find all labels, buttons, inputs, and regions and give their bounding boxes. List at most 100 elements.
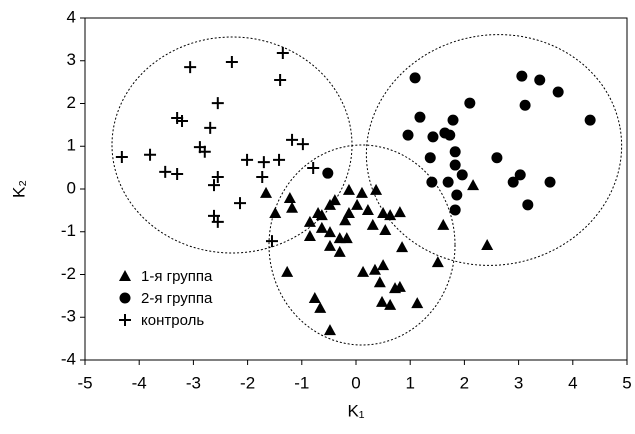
point bbox=[361, 203, 374, 215]
point bbox=[234, 197, 247, 210]
point bbox=[296, 138, 309, 151]
point bbox=[241, 153, 254, 166]
x-tick-label: -5 bbox=[77, 373, 92, 392]
point bbox=[307, 162, 320, 175]
point bbox=[308, 292, 321, 304]
cluster-ellipse bbox=[111, 36, 353, 254]
point bbox=[507, 176, 519, 188]
point bbox=[171, 168, 184, 181]
legend-label: контроль bbox=[141, 312, 204, 329]
point bbox=[286, 133, 299, 146]
cluster-ellipse bbox=[268, 144, 456, 346]
point bbox=[442, 176, 454, 188]
point bbox=[323, 226, 336, 238]
point bbox=[426, 176, 438, 188]
point bbox=[159, 165, 172, 178]
legend-label: 2-я группа bbox=[141, 290, 213, 307]
point bbox=[339, 214, 352, 226]
legend-label: 1-я группа bbox=[141, 268, 213, 285]
x-tick-label: 5 bbox=[622, 373, 631, 392]
point bbox=[491, 152, 503, 164]
point bbox=[315, 209, 328, 221]
point bbox=[396, 241, 409, 253]
point bbox=[467, 179, 480, 191]
point bbox=[449, 146, 461, 158]
legend-marker bbox=[119, 270, 131, 281]
point bbox=[584, 114, 596, 126]
y-tick-label: 4 bbox=[67, 7, 76, 26]
point bbox=[379, 224, 392, 236]
point bbox=[377, 206, 390, 218]
point bbox=[368, 263, 381, 275]
y-axis-label: K₂ bbox=[9, 180, 28, 198]
point bbox=[286, 201, 299, 213]
x-tick-label: -3 bbox=[186, 373, 201, 392]
point bbox=[411, 297, 424, 309]
point bbox=[424, 152, 436, 164]
point bbox=[274, 73, 287, 86]
cluster-ellipse bbox=[365, 34, 623, 266]
point bbox=[303, 230, 316, 242]
point bbox=[376, 295, 389, 307]
point bbox=[370, 183, 383, 195]
legend-marker bbox=[119, 314, 131, 326]
point bbox=[384, 298, 397, 310]
point bbox=[427, 131, 439, 143]
point bbox=[519, 99, 531, 111]
x-tick-label: 3 bbox=[514, 373, 523, 392]
x-axis-label: K₁ bbox=[347, 401, 364, 420]
point bbox=[522, 199, 534, 211]
point bbox=[373, 276, 386, 288]
point bbox=[437, 218, 450, 230]
point bbox=[342, 183, 355, 195]
point bbox=[393, 280, 406, 292]
point bbox=[198, 145, 211, 158]
point bbox=[281, 265, 294, 277]
x-tick-label: 0 bbox=[351, 373, 360, 392]
point bbox=[377, 259, 390, 271]
point bbox=[414, 111, 426, 123]
point bbox=[534, 74, 546, 86]
point bbox=[273, 153, 286, 166]
point bbox=[357, 265, 370, 277]
point bbox=[447, 114, 459, 126]
point bbox=[323, 239, 336, 251]
point bbox=[333, 245, 346, 257]
point bbox=[204, 121, 217, 134]
point bbox=[544, 176, 556, 188]
point bbox=[315, 221, 328, 233]
plot-frame bbox=[84, 17, 628, 361]
point bbox=[449, 159, 461, 171]
point bbox=[328, 194, 341, 206]
point bbox=[444, 129, 456, 141]
point bbox=[333, 232, 346, 244]
y-tick-label: -1 bbox=[61, 221, 76, 240]
point bbox=[402, 129, 414, 141]
point bbox=[256, 171, 269, 184]
x-tick-label: -1 bbox=[294, 373, 309, 392]
point bbox=[265, 235, 278, 248]
point bbox=[257, 156, 270, 169]
y-tick-label: 3 bbox=[67, 50, 76, 69]
legend-marker bbox=[119, 292, 131, 304]
x-tick-label: -2 bbox=[240, 373, 255, 392]
point bbox=[211, 97, 224, 110]
y-tick-label: 0 bbox=[67, 178, 76, 197]
point bbox=[409, 72, 421, 84]
point bbox=[322, 167, 334, 179]
point bbox=[283, 191, 296, 203]
point bbox=[276, 47, 289, 60]
x-tick-label: -4 bbox=[132, 373, 147, 392]
point bbox=[351, 198, 364, 210]
point bbox=[225, 56, 238, 69]
point bbox=[323, 324, 336, 336]
y-tick-label: -4 bbox=[61, 349, 76, 368]
point bbox=[260, 186, 273, 198]
y-tick-label: -3 bbox=[61, 307, 76, 326]
point bbox=[384, 209, 397, 221]
point bbox=[207, 179, 220, 192]
point bbox=[514, 169, 526, 181]
point bbox=[184, 61, 197, 74]
point bbox=[355, 186, 368, 198]
